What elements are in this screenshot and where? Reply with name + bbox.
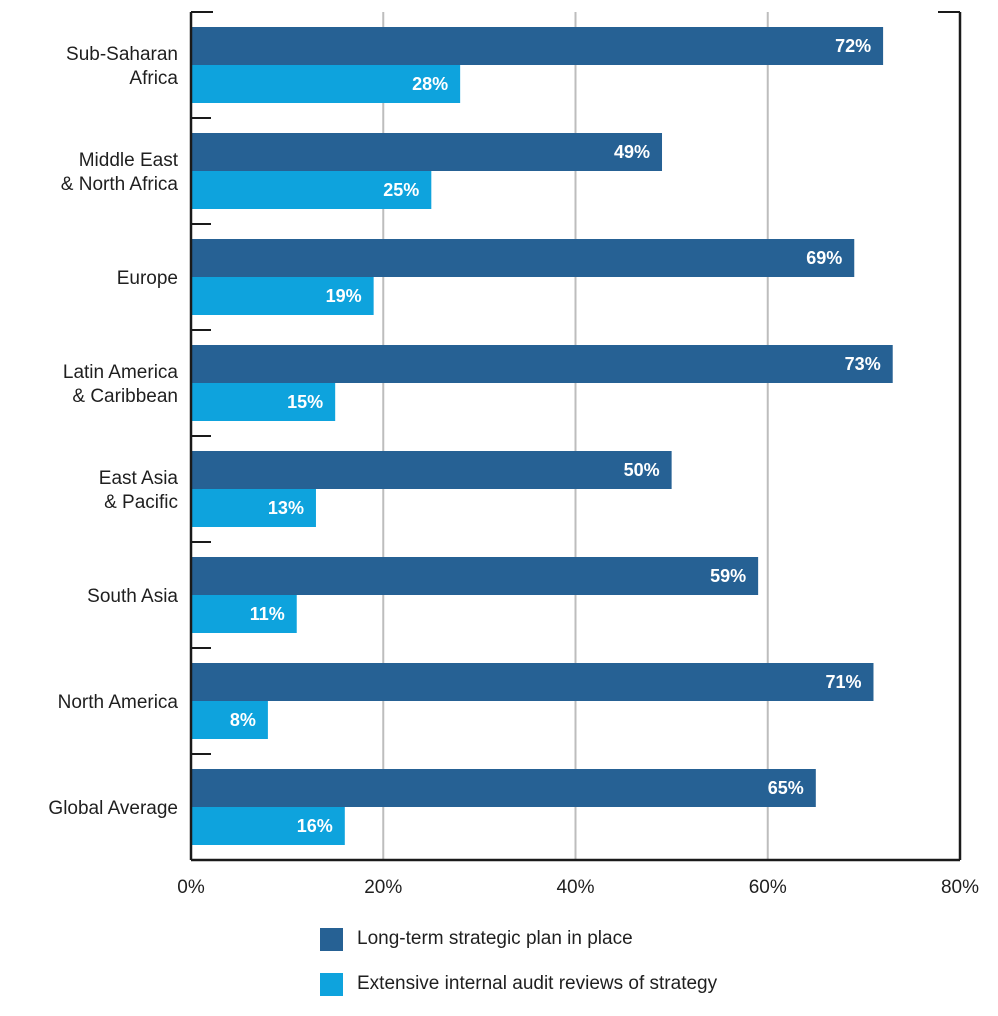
bar bbox=[191, 701, 268, 739]
x-tick-label: 40% bbox=[556, 877, 594, 898]
data-label: 13% bbox=[268, 498, 304, 518]
data-label: 72% bbox=[835, 36, 871, 56]
category-label: Europe bbox=[117, 268, 178, 289]
data-label: 19% bbox=[326, 286, 362, 306]
legend-item-series-2: Extensive internal audit reviews of stra… bbox=[320, 971, 717, 997]
data-label: 28% bbox=[412, 74, 448, 94]
data-label: 8% bbox=[230, 710, 256, 730]
bar bbox=[191, 133, 663, 171]
legend-swatch bbox=[320, 972, 343, 996]
bar bbox=[191, 451, 672, 489]
bar bbox=[191, 27, 884, 65]
data-label: 49% bbox=[614, 142, 650, 162]
bar bbox=[191, 239, 855, 277]
data-label: 71% bbox=[825, 672, 861, 692]
x-tick-label: 0% bbox=[177, 877, 205, 898]
x-tick-label: 60% bbox=[749, 877, 787, 898]
axes bbox=[189, 11, 962, 862]
x-tick-label: 20% bbox=[364, 877, 402, 898]
bar bbox=[191, 807, 345, 845]
category-label: Middle East bbox=[79, 150, 179, 171]
bar bbox=[191, 345, 893, 383]
bar-chart: 72% 28% Sub-Saharan Africa 49% 25% Middle East… bbox=[48, 11, 979, 898]
bar bbox=[191, 65, 461, 103]
legend-item-series-1: Long-term strategic plan in place bbox=[320, 926, 717, 952]
data-label: 25% bbox=[383, 180, 419, 200]
category-label: & North Africa bbox=[61, 174, 179, 195]
legend-swatch bbox=[320, 927, 343, 951]
bar bbox=[191, 277, 374, 315]
bar bbox=[191, 663, 874, 701]
data-label: 16% bbox=[297, 816, 333, 836]
category-label: Sub-Saharan bbox=[66, 44, 178, 65]
labels: 72% 28% Sub-Saharan Africa 49% 25% Middle East… bbox=[48, 36, 979, 898]
bar bbox=[191, 769, 816, 807]
data-label: 59% bbox=[710, 566, 746, 586]
category-label: & Caribbean bbox=[72, 386, 178, 407]
category-label: East Asia bbox=[99, 468, 179, 489]
data-label: 73% bbox=[845, 354, 881, 374]
bar bbox=[191, 171, 432, 209]
data-label: 15% bbox=[287, 392, 323, 412]
data-label: 50% bbox=[624, 460, 660, 480]
data-label: 65% bbox=[768, 778, 804, 798]
category-label: Latin America bbox=[63, 362, 179, 383]
legend: Long-term strategic plan in place Extens… bbox=[320, 926, 717, 1016]
legend-label: Extensive internal audit reviews of stra… bbox=[357, 973, 718, 994]
category-label: Global Average bbox=[48, 798, 178, 819]
category-label: & Pacific bbox=[104, 492, 178, 513]
data-label: 11% bbox=[250, 604, 285, 624]
bar bbox=[191, 489, 316, 527]
data-label: 69% bbox=[806, 248, 842, 268]
category-label: South Asia bbox=[87, 586, 178, 607]
bar bbox=[191, 383, 336, 421]
category-label: Africa bbox=[129, 68, 178, 89]
x-tick-label: 80% bbox=[941, 877, 979, 898]
bar bbox=[191, 595, 297, 633]
legend-label: Long-term strategic plan in place bbox=[357, 928, 633, 949]
bars bbox=[191, 27, 893, 845]
bar bbox=[191, 557, 759, 595]
category-label: North America bbox=[58, 692, 179, 713]
